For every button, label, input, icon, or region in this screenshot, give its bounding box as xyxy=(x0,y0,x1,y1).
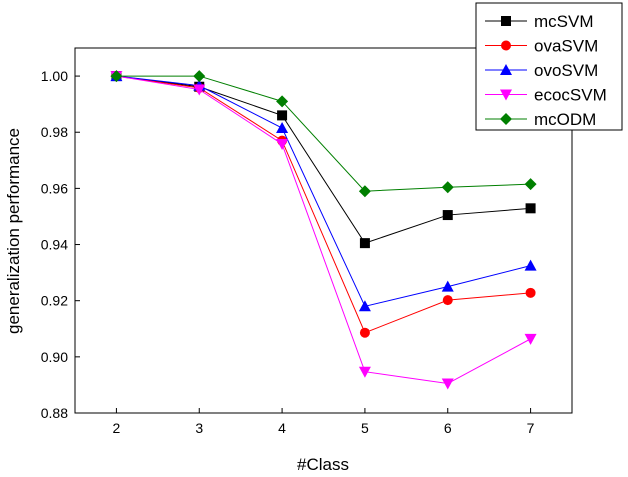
legend-label: ovaSVM xyxy=(534,37,598,56)
legend-label: mcODM xyxy=(534,110,596,129)
legend-marker xyxy=(500,89,512,101)
legend-marker xyxy=(501,40,511,51)
x-tick-label: 2 xyxy=(113,420,121,436)
legend-label: ecocSVM xyxy=(534,86,607,105)
legend: mcSVM ovaSVM ovoSVM ecocSVM mcODM xyxy=(475,2,623,131)
legend-box xyxy=(475,2,623,131)
series-line-ecocSVM xyxy=(116,75,531,385)
data-point-ecocSVM xyxy=(193,84,206,96)
data-point-ovoSVM xyxy=(358,300,371,312)
series-lines xyxy=(110,70,537,390)
y-tick-label: 0.90 xyxy=(41,349,68,365)
y-tick-label: 0.98 xyxy=(41,124,68,140)
y-tick-label: 0.92 xyxy=(41,293,68,309)
x-axis-label: #Class xyxy=(297,455,349,474)
data-point-ovaSVM xyxy=(359,327,370,338)
data-point-mcSVM xyxy=(359,238,370,249)
data-point-mcODM xyxy=(276,95,289,108)
x-tick-label: 7 xyxy=(527,420,535,436)
data-point-mcODM xyxy=(110,70,123,83)
data-point-ovaSVM xyxy=(525,287,536,298)
data-point-ecocSVM xyxy=(276,139,289,151)
legend-marker xyxy=(501,16,511,26)
data-point-mcODM xyxy=(193,70,206,83)
series-line-mcSVM xyxy=(116,75,531,244)
series-line-ovaSVM xyxy=(116,75,531,334)
data-point-ovoSVM xyxy=(276,122,289,134)
x-tick-label: 5 xyxy=(361,420,369,436)
x-tick-label: 6 xyxy=(444,420,452,436)
x-tick-label: 3 xyxy=(195,420,203,436)
data-point-ecocSVM xyxy=(441,378,454,390)
y-axis-label: generalization performance xyxy=(4,128,23,334)
y-tick-label: 0.94 xyxy=(41,237,68,253)
x-tick-label: 4 xyxy=(278,420,286,436)
data-point-mcODM xyxy=(358,185,371,198)
data-point-mcSVM xyxy=(442,210,453,221)
legend-marker xyxy=(500,64,512,75)
data-point-ecocSVM xyxy=(358,366,371,378)
plot-frame xyxy=(74,47,573,414)
data-point-ovaSVM xyxy=(442,295,453,306)
y-tick-label: 0.88 xyxy=(41,405,68,421)
y-tick-label: 1.00 xyxy=(41,68,68,84)
data-point-ecocSVM xyxy=(524,333,537,345)
data-point-mcSVM xyxy=(277,110,288,121)
legend-label: ovoSVM xyxy=(534,61,598,80)
series-line-ovoSVM xyxy=(116,75,531,307)
y-tick-label: 0.96 xyxy=(41,180,68,196)
data-point-ovoSVM xyxy=(524,259,537,271)
data-point-mcODM xyxy=(524,178,537,191)
data-point-mcODM xyxy=(441,181,454,194)
series-line-mcODM xyxy=(116,75,531,192)
data-point-ovoSVM xyxy=(441,280,454,292)
legend-label: mcSVM xyxy=(534,12,594,31)
axes: 2 3 4 5 6 7 0.88 0.90 0.92 0.94 0.96 0.98 1.00 xyxy=(41,47,573,436)
legend-marker xyxy=(500,113,512,125)
data-point-mcSVM xyxy=(525,203,536,214)
